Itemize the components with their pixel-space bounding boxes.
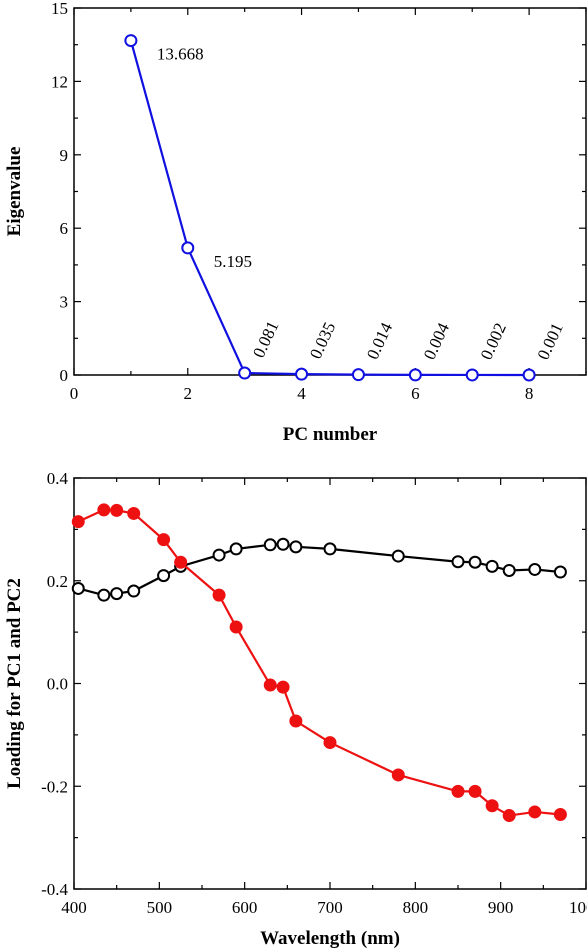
data-point: [110, 587, 124, 601]
series-1: [71, 537, 567, 602]
data-point: [468, 555, 482, 569]
y-tick-label: 0.4: [47, 469, 69, 488]
data-point: [468, 784, 482, 798]
y-tick-label: 0.0: [47, 675, 68, 694]
x-tick-label: 700: [317, 898, 343, 917]
y-tick-label: -0.2: [41, 777, 68, 796]
y-tick-label: 0.2: [47, 572, 68, 591]
x-axis-title: Wavelength (nm): [260, 928, 400, 949]
x-tick-label: 600: [232, 898, 258, 917]
data-point: [97, 503, 111, 517]
data-label: 5.195: [214, 252, 252, 271]
x-tick-label: 8: [525, 384, 534, 403]
series-1: [124, 34, 536, 382]
data-point: [553, 565, 567, 579]
data-point: [181, 241, 195, 255]
data-point: [127, 506, 141, 520]
x-tick-label: 800: [403, 898, 429, 917]
data-point: [528, 805, 542, 819]
data-point: [408, 368, 422, 382]
data-point: [212, 548, 226, 562]
data-label: 0.004: [420, 319, 454, 362]
data-point: [110, 503, 124, 517]
y-tick-label: -0.4: [41, 880, 68, 899]
data-point: [391, 549, 405, 563]
data-label: 0.001: [534, 320, 567, 363]
series-line: [129, 40, 530, 377]
x-tick-label: 400: [61, 898, 87, 917]
data-label: 0.002: [477, 320, 510, 363]
plot-frame: [73, 7, 587, 376]
data-point: [238, 366, 252, 380]
data-point: [276, 680, 290, 694]
data-point: [528, 562, 542, 576]
chart-2: 400 500 600 700 800 900 1000 -0.4 -0.2 0.0 0.2 0.4 W…: [4, 469, 587, 949]
data-point: [157, 569, 171, 583]
data-point: [174, 555, 188, 569]
data-point: [124, 34, 138, 48]
y-tick-label: 0: [60, 366, 69, 385]
y-tick-label: 12: [51, 72, 68, 91]
x-tick-label: 500: [147, 898, 173, 917]
series-2: [71, 503, 567, 823]
x-tick-label: 6: [411, 384, 420, 403]
x-axis-title: PC number: [283, 424, 378, 445]
data-point: [451, 555, 465, 569]
x-tick-label: 0: [70, 384, 79, 403]
x-tick-label: 900: [488, 898, 514, 917]
data-point: [323, 542, 337, 556]
data-point: [323, 736, 337, 750]
data-point: [157, 533, 171, 547]
data-point: [522, 368, 536, 382]
data-point: [502, 809, 516, 823]
data-label: 0.081: [249, 318, 282, 361]
data-point: [553, 808, 567, 822]
y-tick-label: 9: [60, 146, 69, 165]
y-tick-label: 3: [60, 293, 69, 312]
data-point: [485, 559, 499, 573]
data-label: 0.014: [363, 319, 397, 362]
data-point: [502, 563, 516, 577]
data-point: [465, 368, 479, 382]
x-tick-label: 2: [184, 384, 193, 403]
chart-1: 0 2 4 6 8 0 3 6 9 12 15 PC number Eigenvalue 13.668 5.…: [4, 0, 587, 445]
data-point: [351, 368, 365, 382]
data-label: 13.668: [157, 45, 204, 64]
y-axis-title: Loading for PC1 and PC2: [4, 578, 25, 789]
data-point: [97, 588, 111, 602]
data-point: [263, 538, 277, 552]
data-point: [289, 540, 303, 554]
data-point: [71, 581, 85, 595]
y-tick-label: 6: [60, 219, 69, 238]
data-point: [485, 799, 499, 813]
data-point: [391, 768, 405, 782]
y-axis-title: Eigenvalue: [4, 147, 25, 237]
data-point: [229, 542, 243, 556]
data-label: 0.035: [306, 319, 339, 362]
y-tick-label: 15: [51, 0, 68, 18]
series-line: [77, 508, 561, 817]
data-point: [276, 537, 290, 551]
data-point: [289, 714, 303, 728]
data-point: [212, 588, 226, 602]
data-point: [451, 784, 465, 798]
data-point: [71, 515, 85, 529]
data-point: [229, 620, 243, 634]
x-tick-label: 1000: [569, 898, 587, 917]
data-point: [295, 367, 309, 381]
data-point: [263, 678, 277, 692]
data-point: [127, 584, 141, 598]
x-tick-label: 4: [297, 384, 306, 403]
plot-frame: [73, 477, 587, 890]
